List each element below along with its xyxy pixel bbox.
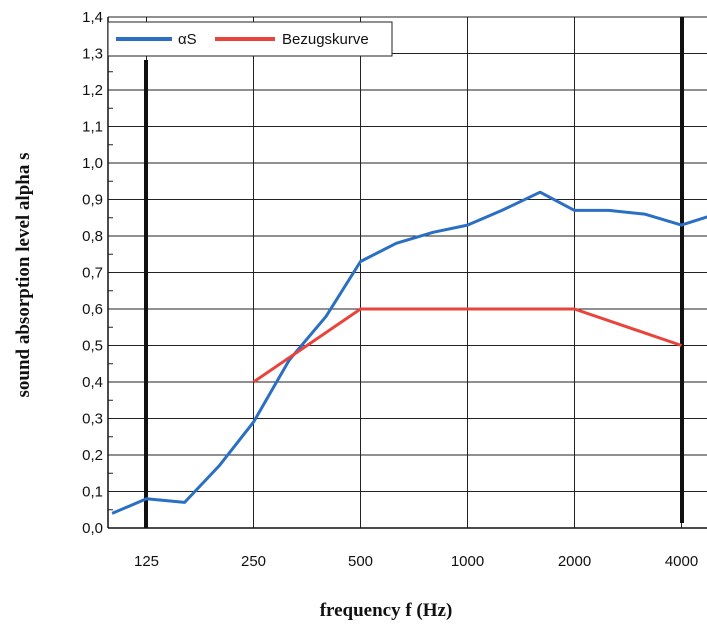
y-tick-label: 1,3 [82,46,103,63]
x-axis-title: frequency f (Hz) [320,600,453,621]
y-tick-label: 0,9 [82,192,103,209]
grid [108,16,707,529]
legend: αS Bezugskurve [107,21,393,57]
axes [107,17,707,529]
y-tick-label: 0,0 [82,520,103,537]
x-tick-label: 125 [134,553,159,570]
series-line-as [111,190,707,515]
legend-label-as: αS [178,31,197,48]
series-layer [111,190,707,515]
y-tick-label: 0,6 [82,301,103,318]
y-tick-labels: 0,0 0,1 0,2 0,3 0,4 0,5 0,6 0,7 0,8 0,9 1,0 1,1 1,2 1… [82,9,103,537]
x-tick-labels: 125 250 500 1000 2000 4000 [134,553,698,570]
y-axis-title: sound absorption level alpha s [13,153,34,398]
y-tick-label: 0,5 [82,338,103,355]
x-tick-label: 4000 [665,553,698,570]
y-tick-label: 0,3 [82,411,103,428]
series-line-bezugskurve [252,307,682,384]
y-tick-label: 0,1 [82,484,103,501]
y-tick-label: 0,4 [82,374,103,391]
scanned-vertical-bars [144,17,684,528]
y-tick-label: 1,4 [82,9,103,26]
x-tick-label: 500 [348,553,373,570]
y-tick-label: 1,0 [82,155,103,172]
y-tick-label: 0,7 [82,265,103,282]
legend-label-bezugskurve: Bezugskurve [282,31,369,48]
y-tick-label: 1,2 [82,82,103,99]
x-tick-label: 250 [241,553,266,570]
x-tick-label: 2000 [558,553,591,570]
y-tick-label: 0,2 [82,447,103,464]
x-tick-label: 1000 [451,553,484,570]
y-tick-label: 0,8 [82,228,103,245]
y-tick-label: 1,1 [82,119,103,136]
